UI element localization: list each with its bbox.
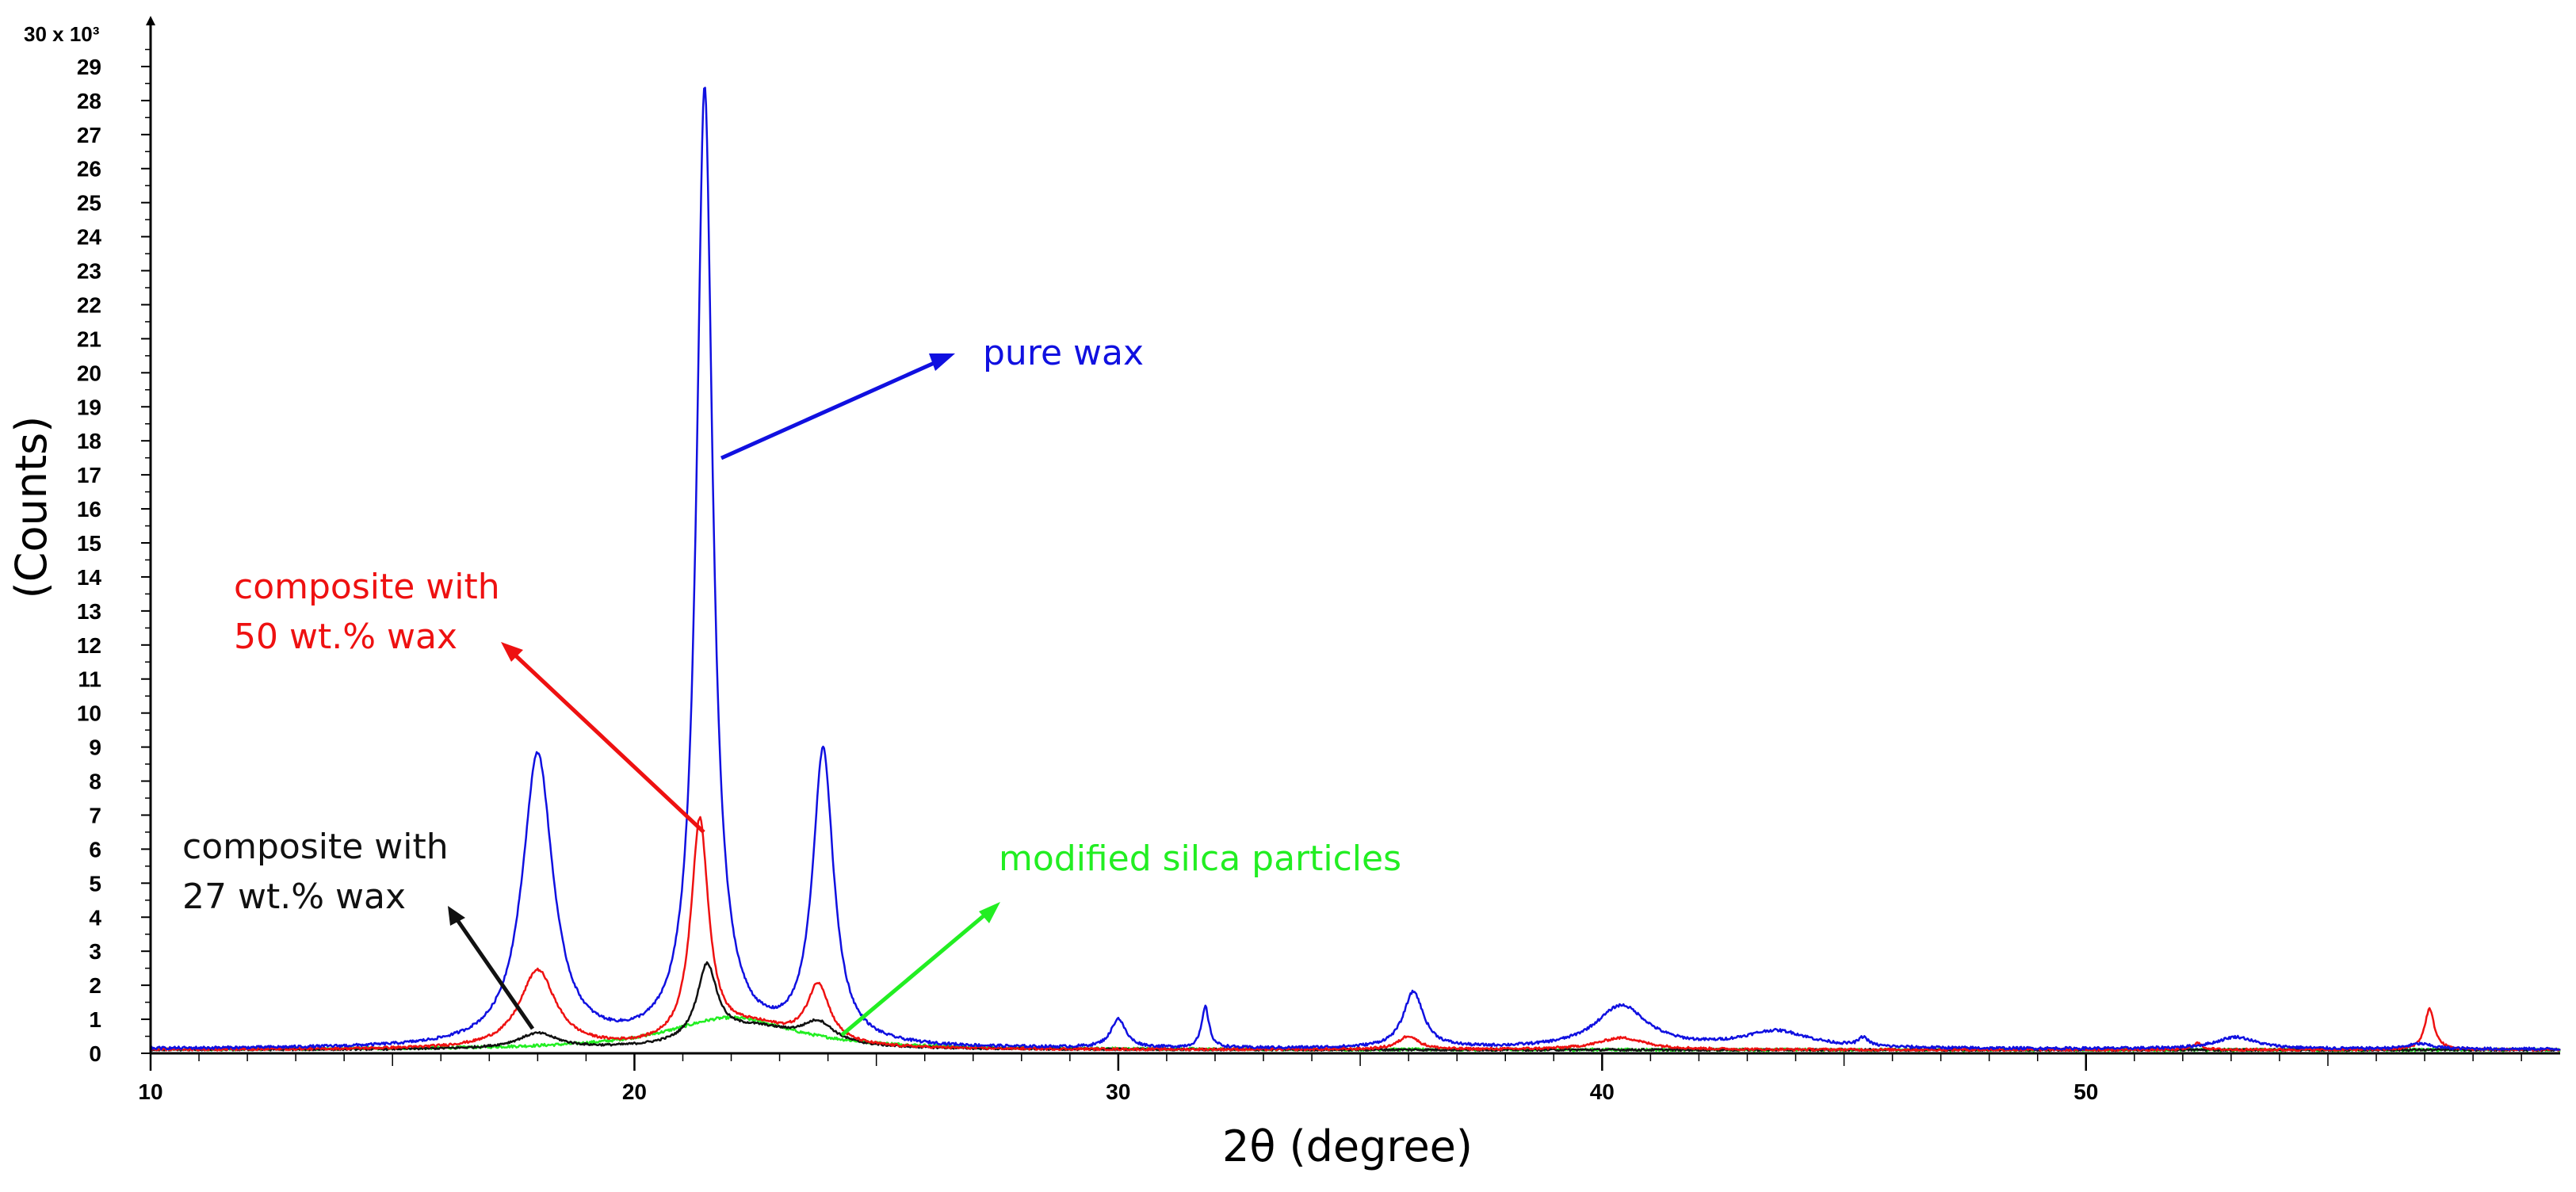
y-tick-label: 22 (77, 292, 101, 317)
y-tick-label: 9 (89, 735, 101, 760)
composite-50-arrowhead (501, 642, 523, 662)
y-tick-label: 5 (89, 871, 101, 896)
x-tick-label: 10 (138, 1079, 162, 1104)
y-tick-label: 11 (78, 667, 101, 692)
y-tick-label: 12 (77, 633, 101, 658)
y-tick-label: 20 (77, 361, 101, 385)
y-tick-label: 0 (89, 1041, 101, 1066)
composite-27-label-line1: composite with (182, 827, 449, 867)
y-tick-label: 23 (77, 259, 101, 284)
x-tick-label: 40 (1590, 1079, 1615, 1104)
y-tick-label: 2 (89, 973, 101, 998)
y-tick-label: 26 (77, 157, 101, 181)
y-tick-label: 19 (77, 395, 101, 419)
y-tick-label: 29 (77, 55, 101, 79)
y-tick-label: 4 (89, 905, 101, 930)
composite-50-label-line1: composite with (234, 567, 500, 607)
y-tick-label: 27 (77, 123, 101, 147)
y-axis-arrow (146, 16, 155, 25)
x-tick-label: 30 (1106, 1079, 1130, 1104)
y-tick-label: 16 (77, 497, 101, 522)
y-tick-label: 24 (77, 225, 102, 250)
y-ticks: 0123456789101112131415161718192021222324… (77, 48, 151, 1066)
y-axis-title: (Counts) (6, 416, 56, 599)
pure-wax-arrow (720, 356, 946, 460)
y-tick-label: 7 (89, 803, 101, 827)
composite-27-label-line2: 27 wt.% wax (182, 877, 406, 917)
y-tick-label: 3 (89, 939, 101, 964)
y-scale-label: 30 x 10³ (24, 22, 100, 46)
silica-arrowhead (979, 902, 1000, 923)
silica-label: modified silca particles (999, 839, 1401, 879)
pure-wax-arrowhead (929, 353, 955, 371)
series-line-pure-wax (150, 86, 2561, 1052)
x-ticks: 10 20 30 40 50 (138, 1053, 2522, 1104)
composite-50-label-line2: 50 wt.% wax (234, 617, 457, 657)
y-tick-label: 8 (89, 770, 101, 794)
y-tick-label: 21 (77, 327, 101, 351)
axes-layer: 10 20 30 40 50 01234567891011121314151617181… (77, 16, 2560, 1104)
y-tick-label: 18 (77, 429, 101, 453)
y-tick-label: 25 (77, 191, 101, 216)
composite-27-arrowhead (448, 906, 465, 926)
annotations: pure wax composite with 50 wt.% wax comp… (182, 333, 1401, 1037)
pure-wax-label: pure wax (983, 333, 1144, 373)
series-line-composite-with-50-wt-wax (150, 816, 2561, 1053)
series-line-composite-with-27-wt-wax (150, 961, 2561, 1053)
y-tick-label: 14 (77, 565, 102, 590)
y-tick-label: 15 (77, 531, 101, 556)
x-tick-label: 20 (622, 1079, 647, 1104)
composite-50-arrow (510, 650, 705, 834)
y-tick-label: 10 (77, 701, 101, 726)
x-tick-label: 50 (2073, 1079, 2098, 1104)
x-axis-title: 2θ (degree) (1222, 1121, 1473, 1171)
series-layer (150, 86, 2561, 1053)
y-tick-label: 1 (89, 1007, 101, 1032)
y-tick-label: 28 (77, 89, 101, 113)
silica-arrow (840, 908, 992, 1037)
y-tick-label: 17 (77, 463, 101, 487)
y-tick-label: 6 (89, 837, 101, 862)
y-tick-label: 13 (77, 599, 101, 624)
composite-27-arrow (452, 914, 535, 1030)
